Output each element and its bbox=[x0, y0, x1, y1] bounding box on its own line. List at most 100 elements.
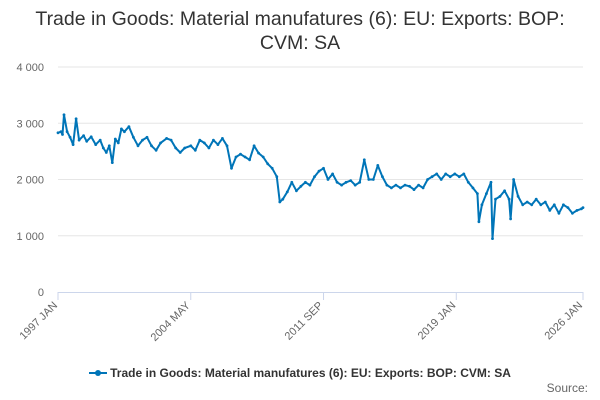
data-point[interactable] bbox=[136, 144, 140, 148]
data-point[interactable] bbox=[453, 172, 457, 176]
data-point[interactable] bbox=[494, 197, 497, 201]
data-point[interactable] bbox=[101, 146, 105, 150]
data-point[interactable] bbox=[225, 144, 229, 148]
data-point[interactable] bbox=[275, 175, 279, 179]
data-point[interactable] bbox=[485, 192, 488, 196]
data-point[interactable] bbox=[212, 138, 215, 142]
data-point[interactable] bbox=[581, 206, 585, 210]
data-point[interactable] bbox=[193, 148, 197, 152]
data-point[interactable] bbox=[399, 186, 402, 190]
data-point[interactable] bbox=[562, 203, 565, 207]
data-point[interactable] bbox=[94, 143, 98, 147]
data-point[interactable] bbox=[183, 146, 187, 150]
data-point[interactable] bbox=[530, 203, 534, 207]
data-point[interactable] bbox=[326, 178, 330, 181]
data-point[interactable] bbox=[331, 172, 334, 176]
data-point[interactable] bbox=[239, 152, 242, 156]
data-point[interactable] bbox=[169, 138, 173, 142]
data-point[interactable] bbox=[421, 186, 425, 190]
data-point[interactable] bbox=[261, 155, 265, 159]
data-point[interactable] bbox=[68, 135, 72, 139]
data-point[interactable] bbox=[281, 197, 285, 201]
data-point[interactable] bbox=[74, 117, 78, 121]
data-point[interactable] bbox=[230, 166, 233, 170]
data-point[interactable] bbox=[85, 139, 89, 143]
data-point[interactable] bbox=[417, 183, 420, 187]
data-point[interactable] bbox=[82, 134, 85, 138]
data-point[interactable] bbox=[344, 180, 348, 184]
data-point[interactable] bbox=[349, 179, 353, 183]
data-point[interactable] bbox=[571, 211, 574, 215]
data-point[interactable] bbox=[248, 158, 252, 162]
data-point[interactable] bbox=[543, 200, 547, 204]
data-point[interactable] bbox=[110, 161, 114, 165]
data-point[interactable] bbox=[435, 172, 439, 176]
data-point[interactable] bbox=[516, 195, 520, 198]
data-point[interactable] bbox=[575, 209, 579, 212]
data-point[interactable] bbox=[358, 180, 362, 184]
data-point[interactable] bbox=[476, 192, 479, 196]
data-point[interactable] bbox=[71, 143, 75, 147]
data-point[interactable] bbox=[335, 180, 339, 184]
series-line[interactable] bbox=[57, 113, 584, 240]
data-point[interactable] bbox=[116, 141, 120, 145]
data-point[interactable] bbox=[503, 189, 506, 193]
data-point[interactable] bbox=[266, 162, 270, 166]
data-point[interactable] bbox=[408, 184, 411, 188]
data-point[interactable] bbox=[457, 175, 461, 179]
data-point[interactable] bbox=[252, 144, 256, 148]
data-point[interactable] bbox=[207, 146, 211, 150]
data-point[interactable] bbox=[471, 186, 475, 190]
data-point[interactable] bbox=[308, 183, 312, 187]
data-point[interactable] bbox=[299, 184, 303, 188]
data-point[interactable] bbox=[89, 135, 93, 139]
data-point[interactable] bbox=[317, 169, 321, 173]
data-point[interactable] bbox=[381, 175, 384, 179]
data-point[interactable] bbox=[123, 130, 126, 134]
data-point[interactable] bbox=[104, 151, 108, 154]
data-point[interactable] bbox=[340, 183, 343, 187]
legend-label[interactable]: Trade in Goods: Material manufatures (6)… bbox=[110, 365, 511, 380]
data-point[interactable] bbox=[257, 151, 260, 155]
series-layer[interactable] bbox=[56, 113, 585, 241]
data-point[interactable] bbox=[221, 137, 224, 140]
data-point[interactable] bbox=[371, 178, 375, 181]
data-point[interactable] bbox=[216, 143, 220, 147]
data-point[interactable] bbox=[198, 138, 202, 142]
data-point[interactable] bbox=[521, 203, 525, 207]
data-point[interactable] bbox=[489, 180, 493, 184]
data-point[interactable] bbox=[430, 175, 434, 179]
data-point[interactable] bbox=[59, 130, 63, 134]
data-point[interactable] bbox=[507, 197, 511, 201]
data-point[interactable] bbox=[385, 183, 389, 187]
data-point[interactable] bbox=[150, 144, 153, 148]
data-point[interactable] bbox=[353, 183, 357, 187]
data-point[interactable] bbox=[154, 148, 158, 152]
data-point[interactable] bbox=[189, 144, 193, 148]
data-point[interactable] bbox=[491, 237, 494, 241]
data-point[interactable] bbox=[548, 209, 552, 212]
legend[interactable]: Trade in Goods: Material manufatures (6)… bbox=[0, 365, 600, 380]
data-point[interactable] bbox=[120, 127, 123, 131]
data-point[interactable] bbox=[322, 166, 325, 170]
data-point[interactable] bbox=[448, 175, 452, 179]
data-point[interactable] bbox=[376, 164, 380, 167]
data-point[interactable] bbox=[270, 166, 274, 170]
data-point[interactable] bbox=[107, 144, 111, 148]
data-point[interactable] bbox=[367, 178, 371, 181]
data-point[interactable] bbox=[444, 172, 448, 176]
data-point[interactable] bbox=[278, 200, 282, 204]
data-point[interactable] bbox=[165, 137, 169, 140]
data-point[interactable] bbox=[477, 220, 481, 224]
data-point[interactable] bbox=[534, 197, 538, 201]
data-point[interactable] bbox=[480, 203, 484, 207]
data-point[interactable] bbox=[295, 189, 298, 193]
data-point[interactable] bbox=[426, 178, 429, 181]
data-point[interactable] bbox=[313, 175, 316, 179]
data-point[interactable] bbox=[174, 146, 178, 150]
data-point[interactable] bbox=[466, 180, 470, 184]
data-point[interactable] bbox=[56, 131, 60, 135]
data-point[interactable] bbox=[362, 158, 366, 162]
data-point[interactable] bbox=[512, 178, 515, 181]
data-point[interactable] bbox=[141, 138, 144, 142]
